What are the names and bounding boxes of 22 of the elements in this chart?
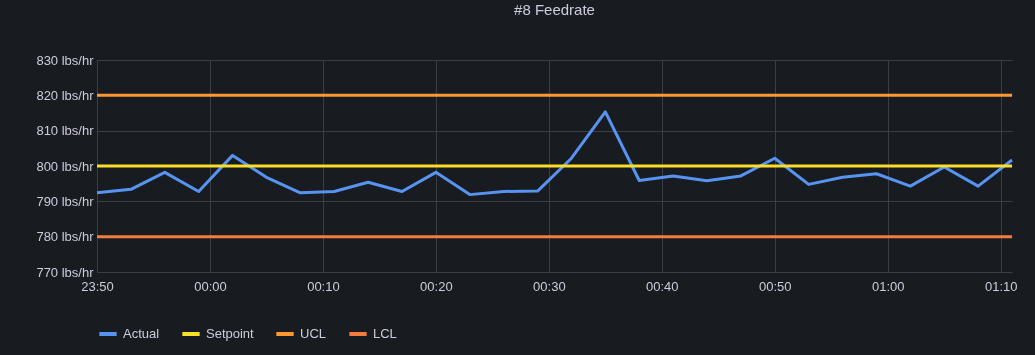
x-tick-label: 01:10 (984, 278, 1018, 294)
x-tick-label: 01:00 (871, 278, 905, 294)
x-tick-label: 00:00 (194, 278, 227, 294)
x-tick-label: 23:50 (81, 278, 114, 294)
y-tick-label: 770 lbs/hr (36, 264, 95, 280)
legend-label: LCL (373, 326, 397, 341)
x-tick-label: 00:40 (646, 278, 679, 294)
legend-label: Actual (123, 326, 160, 341)
line-series (95, 110, 1014, 197)
legend-label: Setpoint (206, 326, 255, 341)
y-tick-label: 830 lbs/hr (36, 52, 95, 68)
x-tick-label: 00:10 (307, 278, 340, 294)
y-tick-label: 820 lbs/hr (36, 87, 95, 103)
x-tick-label: 00:30 (533, 278, 566, 294)
legend-label: UCL (300, 326, 327, 341)
y-tick-label: 810 lbs/hr (36, 123, 95, 139)
y-tick-label: 790 lbs/hr (36, 193, 95, 209)
x-tick-label: 00:20 (420, 278, 453, 294)
y-tick-label: 780 lbs/hr (36, 229, 95, 245)
y-tick-label: 800 lbs/hr (36, 158, 95, 174)
x-tick-label: 00:50 (759, 278, 792, 294)
chart-title: #8 Feedrate (514, 1, 595, 18)
